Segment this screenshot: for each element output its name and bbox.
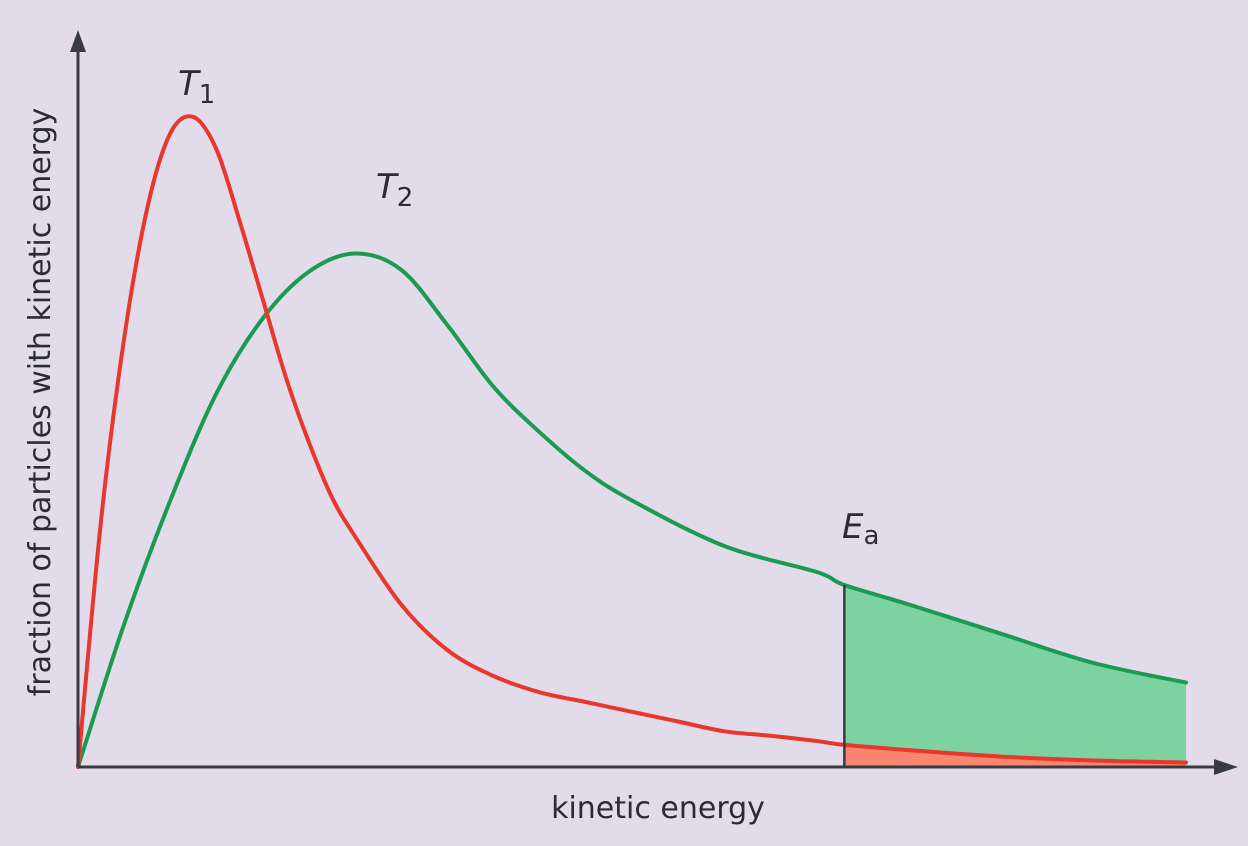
x-axis-label: kinetic energy bbox=[551, 791, 765, 826]
curve-t1 bbox=[76, 114, 1188, 769]
x-axis-arrow-icon bbox=[1214, 759, 1238, 775]
t2-label: T2 bbox=[376, 167, 413, 213]
shaded-areas bbox=[844, 585, 1186, 767]
t1-label-sub: 1 bbox=[199, 80, 216, 110]
ea-label-sub: a bbox=[863, 521, 879, 551]
distribution-curves bbox=[76, 114, 1188, 769]
ea-label-main: E bbox=[842, 507, 864, 547]
t2-label-sub: 2 bbox=[397, 183, 414, 213]
y-axis-label: fraction of particles with kinetic energ… bbox=[23, 108, 58, 697]
t1-label-main: T bbox=[178, 64, 201, 104]
t2-above-ea-fill bbox=[844, 585, 1186, 763]
y-axis-arrow-icon bbox=[70, 30, 86, 52]
t1-label: T1 bbox=[178, 64, 215, 110]
t2-label-main: T bbox=[376, 167, 399, 207]
curve-t2 bbox=[76, 251, 1188, 769]
ea-label: Ea bbox=[842, 507, 879, 551]
